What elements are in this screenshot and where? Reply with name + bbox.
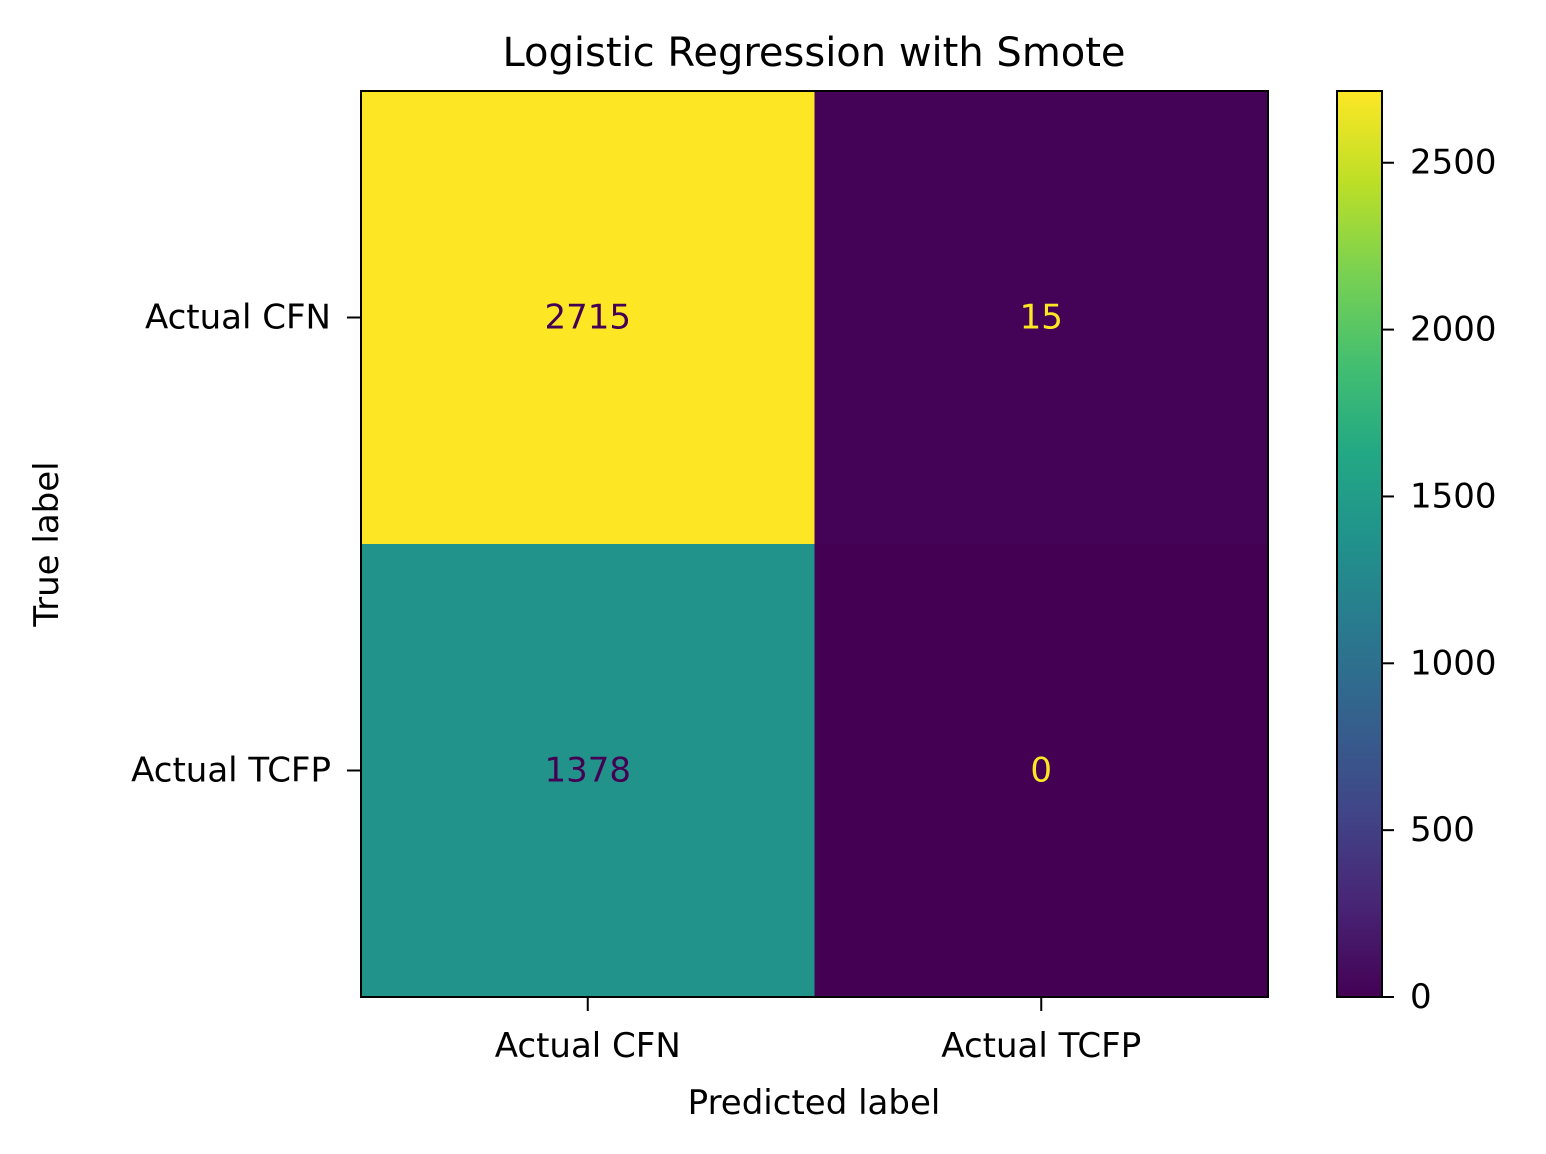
- colorbar: 0 500 1000 1500 2000 2500: [1336, 90, 1497, 1017]
- colorbar-gradient: [1336, 90, 1383, 998]
- y-axis: Actual CFN Actual TCFP: [131, 298, 361, 791]
- cell-value-label: 0: [1030, 751, 1052, 791]
- colorbar-ticks: 0 500 1000 1500 2000 2500: [1382, 143, 1497, 1017]
- cell-value-label: 1378: [544, 751, 631, 791]
- colorbar-tick-label: 1500: [1410, 476, 1497, 516]
- heatmap-cell-r1-c0: [361, 544, 815, 998]
- colorbar-tick-label: 2000: [1410, 310, 1497, 350]
- cell-value-label: 15: [1020, 298, 1063, 338]
- colorbar-tick-label: 0: [1410, 977, 1432, 1017]
- heatmap-cell-r1-c1: [814, 544, 1269, 998]
- plot-frame: [360, 90, 1269, 998]
- y-tick-label: Actual TCFP: [131, 751, 331, 791]
- y-axis-label: True label: [27, 461, 67, 627]
- cell-value-label: 2715: [544, 298, 631, 338]
- colorbar-tick-label: 500: [1410, 810, 1475, 850]
- x-axis-label: Predicted label: [688, 1083, 941, 1123]
- colorbar-tick-label: 2500: [1410, 143, 1497, 183]
- cell-value-labels: 2715 15 1378 0: [544, 298, 1062, 791]
- x-tick-label: Actual TCFP: [941, 1026, 1141, 1066]
- y-tick-label: Actual CFN: [145, 298, 331, 338]
- colorbar-tick-label: 1000: [1410, 643, 1497, 683]
- chart-title: Logistic Regression with Smote: [502, 30, 1125, 76]
- heatmap-cells: [361, 91, 1269, 998]
- x-tick-label: Actual CFN: [495, 1026, 681, 1066]
- heatmap-cell-r0-c0: [361, 91, 815, 545]
- x-axis: Actual CFN Actual TCFP: [495, 997, 1141, 1066]
- heatmap-cell-r0-c1: [814, 91, 1269, 545]
